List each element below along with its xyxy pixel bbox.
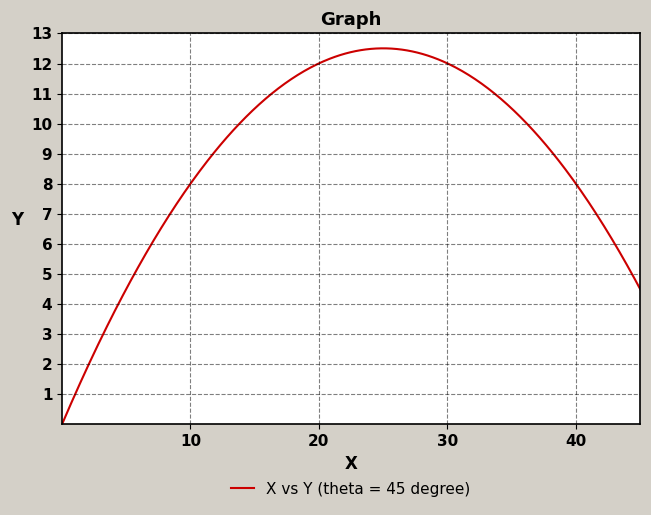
Title: Graph: Graph xyxy=(320,11,381,29)
Y-axis label: Y: Y xyxy=(11,211,23,229)
X-axis label: X: X xyxy=(344,455,357,473)
Legend: X vs Y (theta = 45 degree): X vs Y (theta = 45 degree) xyxy=(225,475,477,503)
